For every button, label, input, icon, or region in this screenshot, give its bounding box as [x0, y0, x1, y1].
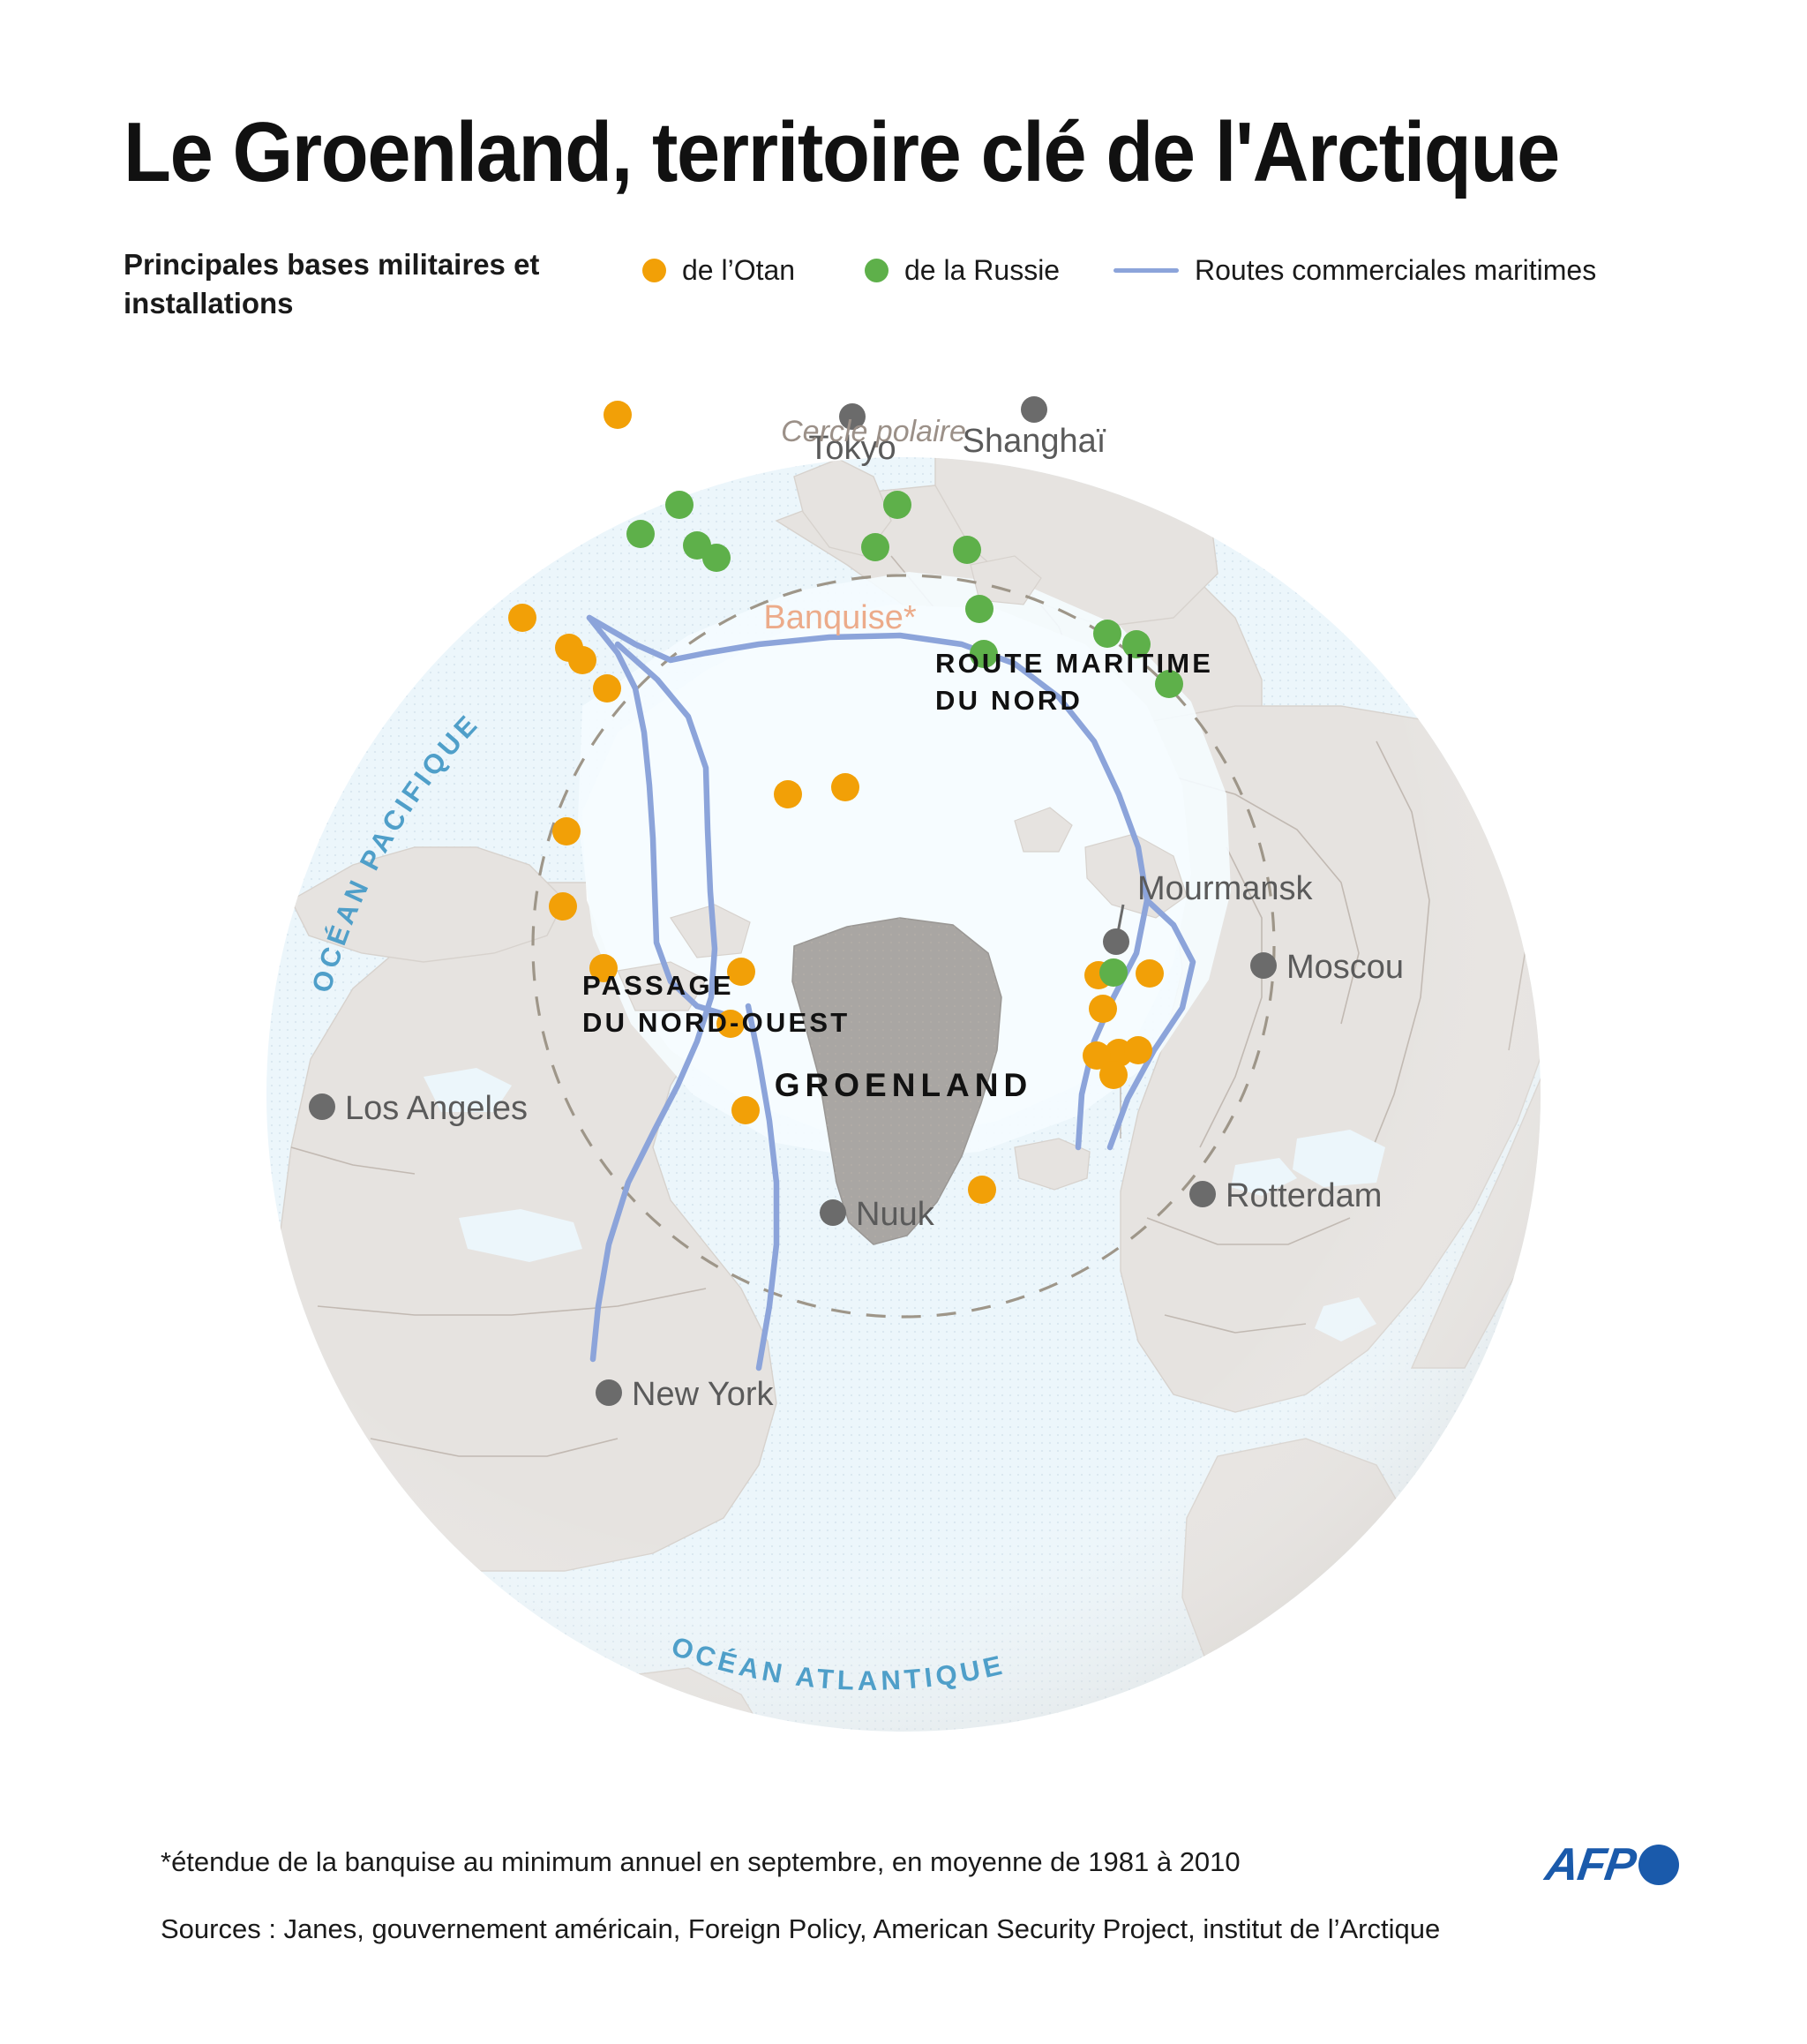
globe-contents: [266, 457, 1541, 1732]
afp-circle-icon: [1638, 1845, 1679, 1885]
region-label-route-maritime-du-nord: ROUTE MARITIME DU NORD: [935, 648, 1213, 716]
nato-base-dot: [568, 646, 596, 674]
russia-base-dots: [626, 491, 1183, 987]
nato-base-dot: [604, 401, 632, 429]
nato-base-dot: [593, 674, 621, 703]
city-dot: [820, 1199, 846, 1226]
afp-wordmark: AFP: [1541, 1839, 1639, 1890]
city-label: Los Angeles: [345, 1090, 528, 1127]
city-dot: [1021, 396, 1047, 423]
nato-dot-icon: [642, 258, 666, 282]
russia-base-dot: [1122, 630, 1151, 658]
russia-base-dot: [883, 491, 911, 519]
nato-base-dot: [508, 604, 536, 632]
nato-base-dot: [831, 773, 859, 801]
page-title: Le Groenland, territoire clé de l'Arctiq…: [124, 105, 1560, 199]
nato-base-dot: [731, 1096, 760, 1124]
shipping-route-line-icon: [1113, 267, 1179, 273]
city-label: Tokyo: [808, 430, 896, 467]
city-dot: [1189, 1181, 1216, 1207]
globe-shading: [266, 457, 1541, 1732]
legend-item-label: Routes commerciales maritimes: [1195, 253, 1597, 286]
city-label: New York: [632, 1376, 775, 1413]
city-dot: [309, 1093, 335, 1120]
city-label: Mourmansk: [1137, 870, 1313, 907]
region-labels: ROUTE MARITIME DU NORD PASSAGE DU NORD-OUES…: [582, 415, 1213, 1103]
russia-base-dot: [665, 491, 694, 519]
region-label-groenland: GROENLAND: [775, 1067, 1032, 1103]
legend-item-label: de la Russie: [904, 253, 1061, 286]
city-label: Nuuk: [856, 1196, 935, 1233]
region-label-cercle-polaire: Cercle polaire: [781, 415, 966, 448]
nato-base-dots: [508, 401, 1164, 1204]
nato-base-dot: [552, 817, 581, 845]
footnote: *étendue de la banquise au minimum annue…: [161, 1846, 1241, 1877]
sources-line: Sources : Janes, gouvernement américain,…: [161, 1913, 1441, 1944]
legend-item-routes: Routes commerciales maritimes: [1113, 252, 1596, 288]
russia-base-dot: [1155, 670, 1183, 698]
russia-base-dot: [626, 520, 655, 548]
russia-dot-icon: [865, 258, 889, 282]
city-dot: [1250, 952, 1277, 979]
russia-base-dot: [861, 533, 889, 561]
russia-base-dot: [1099, 958, 1128, 987]
legend-item-otan: de l’Otan: [642, 252, 795, 288]
nato-base-dot: [1124, 1036, 1152, 1064]
city-dot: [596, 1379, 622, 1406]
header: Le Groenland, territoire clé de l'Arctiq…: [0, 0, 1807, 353]
russia-base-dot: [970, 640, 998, 668]
nato-base-dot: [1136, 959, 1164, 988]
nato-base-dot: [1099, 1061, 1128, 1089]
city-markers: Tokyo Shanghaï Mourmansk Moscou Rotterdam Los…: [309, 396, 1404, 1413]
legend-item-label: de l’Otan: [682, 253, 796, 286]
nato-base-dot: [549, 892, 577, 921]
city-label: Shanghaï: [963, 423, 1106, 460]
city-label: Moscou: [1286, 949, 1404, 986]
city-dot: [1103, 928, 1129, 955]
city-label: Rotterdam: [1226, 1177, 1382, 1214]
region-label-passage-du-nord-ouest: PASSAGE DU NORD-OUEST: [582, 970, 850, 1038]
nato-base-dot: [968, 1176, 996, 1204]
nato-base-dot: [774, 780, 802, 808]
russia-base-dot: [1093, 620, 1121, 648]
arctic-globe-map: Tokyo Shanghaï Mourmansk Moscou Rotterdam Los…: [0, 353, 1807, 1836]
footer: *étendue de la banquise au minimum annue…: [0, 1845, 1807, 2044]
legend-title: Principales bases militaires et installa…: [124, 248, 540, 320]
region-label-banquise: Banquise*: [763, 599, 916, 636]
nato-base-dot: [716, 1010, 745, 1038]
nato-base-dot: [1089, 995, 1117, 1023]
afp-logo: AFP: [1542, 1838, 1679, 1891]
nato-base-dot: [589, 954, 618, 982]
city-dot: [839, 403, 866, 430]
russia-base-dot: [965, 595, 993, 623]
russia-base-dot: [953, 536, 981, 564]
nato-base-dot: [1083, 1041, 1111, 1070]
nato-base-dot: [727, 958, 755, 986]
russia-base-dot: [702, 544, 731, 572]
legend-item-russie: de la Russie: [865, 252, 1060, 288]
